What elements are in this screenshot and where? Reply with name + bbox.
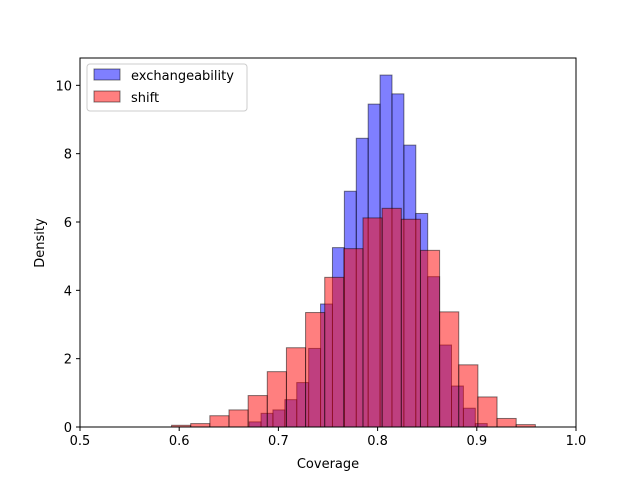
bar-shift-17 [496, 417, 517, 428]
legend: exchangeability shift [86, 63, 248, 112]
x-tick-label: 0.9 [466, 434, 487, 449]
bar-shift-16 [477, 396, 498, 428]
y-tick-label: 10 [55, 79, 72, 94]
bar-shift-10 [362, 217, 383, 428]
legend-swatch-exchangeability [93, 68, 121, 81]
bar-shift-1 [190, 423, 211, 428]
y-tick-label: 6 [64, 216, 72, 231]
bar-shift-5 [266, 371, 287, 428]
x-tick-label: 1.0 [566, 434, 587, 449]
x-tick-label: 0.5 [70, 434, 91, 449]
x-axis: 0.5 0.6 0.7 0.8 0.9 1.0 [70, 427, 587, 449]
y-tick-label: 4 [64, 284, 72, 299]
bar-shift-2 [209, 415, 230, 428]
y-tick-label: 0 [64, 421, 72, 436]
x-tick-label: 0.7 [268, 434, 289, 449]
legend-box [86, 63, 248, 112]
y-axis: 0 2 4 6 8 10 [55, 79, 80, 436]
bar-shift-11 [381, 207, 402, 428]
bar-shift-13 [419, 249, 441, 428]
bar-shift-3 [228, 409, 249, 428]
bar-shift-12 [400, 218, 421, 428]
legend-swatch-shift [93, 90, 121, 103]
x-tick-label: 0.6 [169, 434, 190, 449]
plot-frame [79, 57, 577, 428]
x-tick-label: 0.8 [367, 434, 388, 449]
bar-shift-14 [439, 311, 460, 428]
bar-shift-4 [247, 395, 268, 428]
y-tick-label: 8 [64, 148, 72, 163]
bar-shift-15 [458, 364, 479, 428]
y-axis-label: Density [33, 218, 48, 268]
bar-shift-9 [343, 248, 364, 428]
bar-shift-7 [305, 312, 326, 428]
y-tick-label: 2 [64, 353, 72, 368]
legend-label-shift: shift [131, 91, 159, 106]
legend-label-exchangeability: exchangeability [131, 69, 234, 84]
x-axis-label: Coverage [297, 457, 359, 472]
bar-shift-8 [324, 276, 345, 428]
bar-shift-6 [285, 347, 307, 428]
